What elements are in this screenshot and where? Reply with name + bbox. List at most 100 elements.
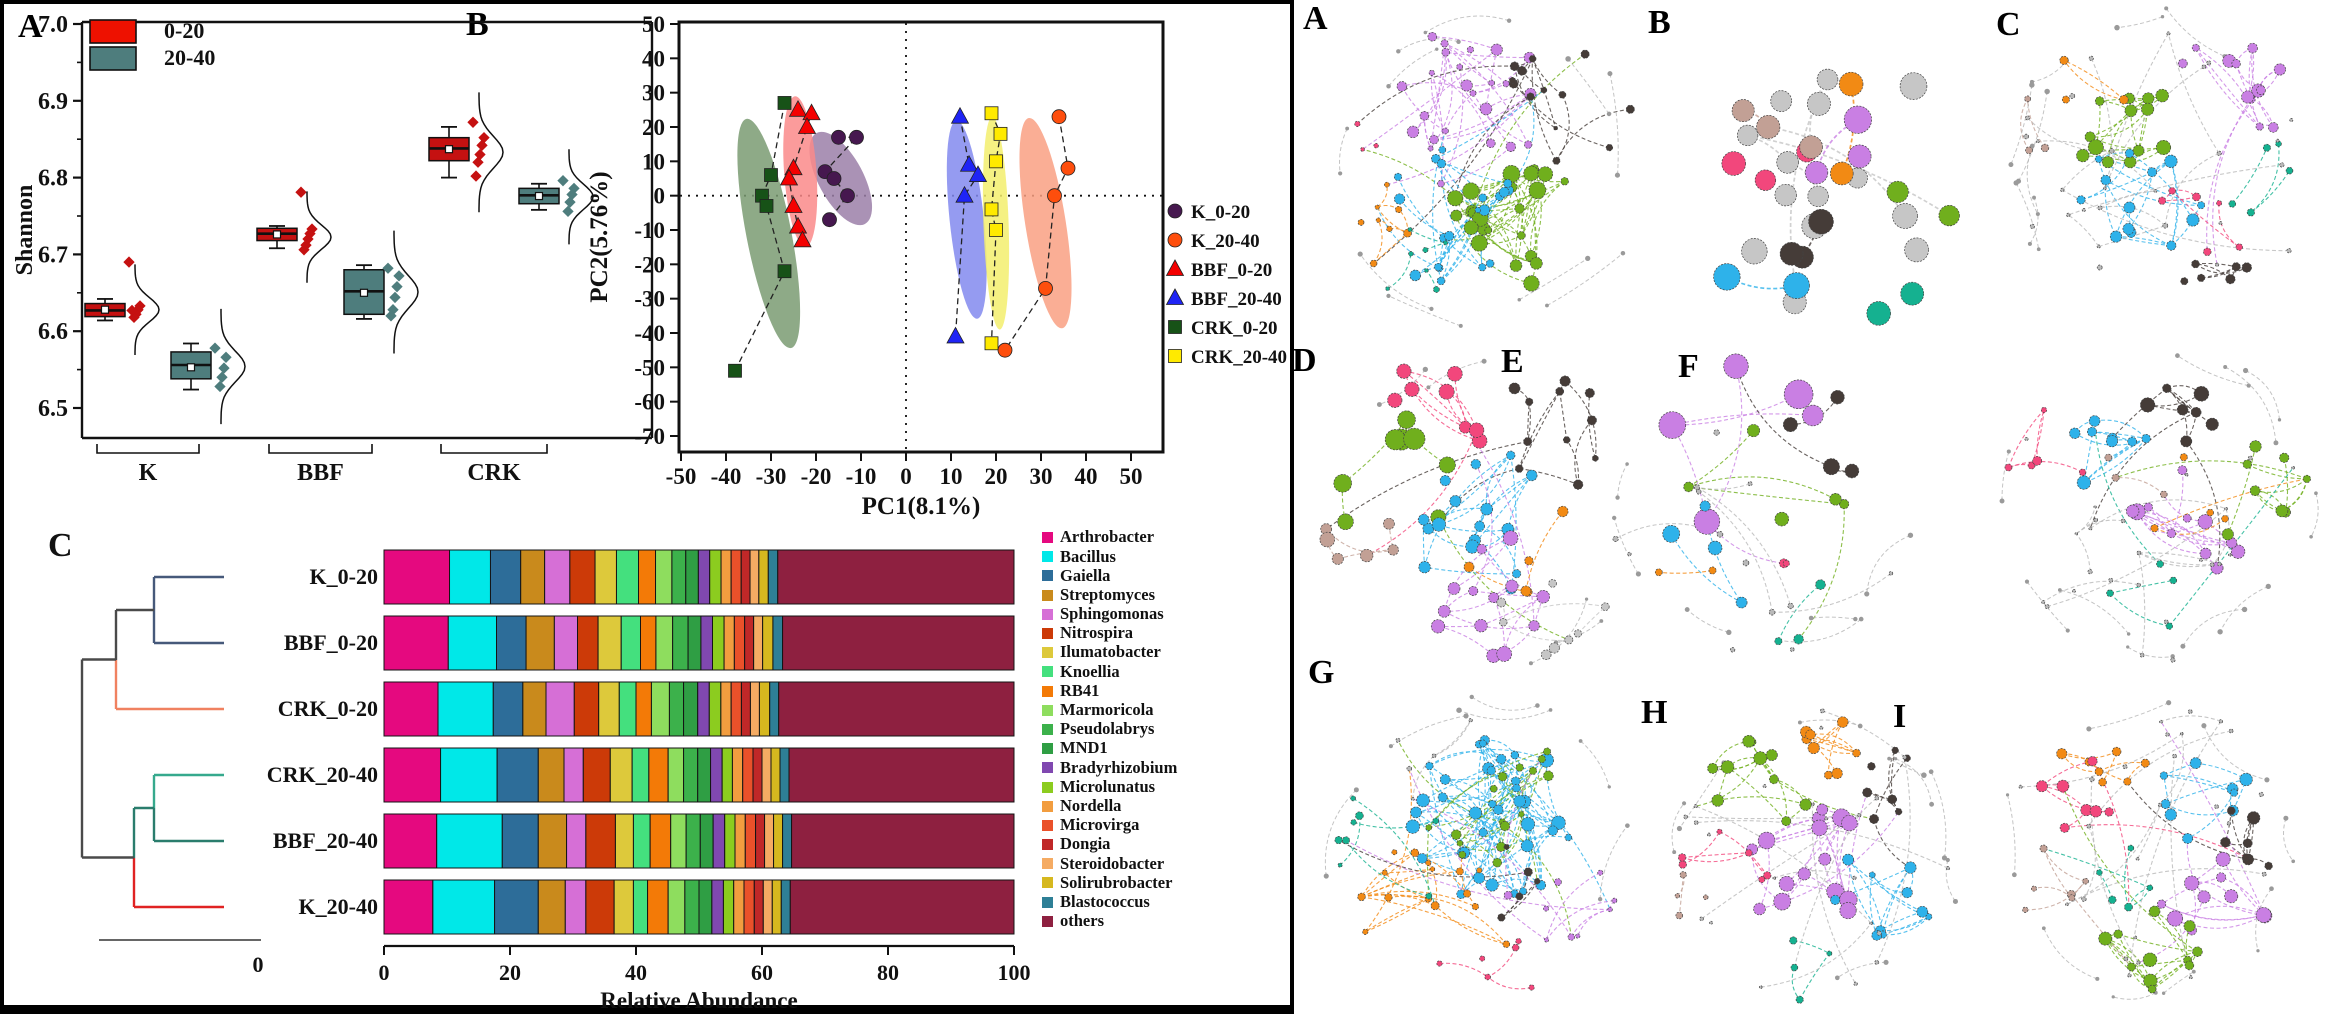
network-node xyxy=(1580,49,1590,59)
network-node xyxy=(1806,91,1831,116)
network-node xyxy=(1902,754,1907,760)
network-node xyxy=(2230,788,2239,797)
taxa-legend-name: Sphingomonas xyxy=(1060,604,1164,624)
network-node xyxy=(2166,240,2177,251)
bar-segment xyxy=(779,747,790,803)
network-edge xyxy=(2250,143,2280,213)
bar-segment xyxy=(501,813,539,869)
taxa-legend-name: Steroidobacter xyxy=(1060,853,1165,873)
bar-segment xyxy=(740,549,751,605)
network-node xyxy=(1713,429,1720,436)
network-edge xyxy=(1464,426,1535,626)
network-node xyxy=(2197,514,2213,530)
network-edge xyxy=(1811,616,1856,620)
network-edge xyxy=(1588,392,1596,459)
network-edge xyxy=(1325,441,1528,530)
network-edge xyxy=(1876,757,1911,963)
bar-segment xyxy=(632,879,649,935)
pca-point xyxy=(764,168,778,182)
network-node xyxy=(1682,801,1687,806)
bar-segment xyxy=(618,681,637,737)
network-node xyxy=(1869,921,1873,926)
network-edge xyxy=(1555,94,1570,162)
network-node xyxy=(1900,281,1925,306)
network-edge xyxy=(2163,494,2206,523)
network-node xyxy=(2221,528,2234,541)
network-node xyxy=(2166,31,2171,36)
density-curve xyxy=(220,308,246,425)
network-node xyxy=(2147,984,2157,994)
network-node xyxy=(1607,906,1613,913)
taxa-legend-item: RB41 xyxy=(1042,682,1177,701)
network-node xyxy=(1425,761,1434,771)
x-tick-label: 50 xyxy=(1120,464,1143,489)
network-node xyxy=(1479,102,1493,116)
network-node xyxy=(2170,657,2176,663)
bar-segment xyxy=(730,549,742,605)
network-node xyxy=(2225,274,2236,285)
network-node xyxy=(1807,741,1820,755)
network-edge xyxy=(1435,158,1508,184)
network-node xyxy=(2183,920,2196,933)
network-edge xyxy=(1777,618,1862,643)
network-node xyxy=(2261,871,2267,877)
network-node xyxy=(2126,504,2140,518)
network-node xyxy=(1429,306,1434,311)
group-label: CRK xyxy=(467,460,521,486)
network-node xyxy=(1515,938,1522,945)
network-node xyxy=(1545,303,1549,308)
network-edge xyxy=(2091,431,2147,440)
bar-segment xyxy=(566,813,587,869)
network-node xyxy=(1523,275,1540,292)
network-node xyxy=(2247,455,2253,461)
network-node xyxy=(1693,820,1699,825)
network-edge xyxy=(2018,91,2048,182)
network-edge xyxy=(1803,817,1842,875)
network-node xyxy=(1425,860,1432,866)
pca-point xyxy=(993,126,1008,141)
network-edge xyxy=(1880,916,1930,932)
network-node xyxy=(1447,582,1461,595)
network-edge xyxy=(1437,625,1494,657)
bar-segment xyxy=(668,681,685,737)
network-edge xyxy=(1376,206,1408,234)
network-node xyxy=(1869,814,1879,824)
network-node xyxy=(2157,899,2167,909)
network-edge xyxy=(2083,438,2147,484)
network-node xyxy=(2135,856,2140,861)
network-node xyxy=(1774,511,1790,527)
network-node xyxy=(2180,277,2189,286)
network-node xyxy=(1508,382,1521,395)
network-node xyxy=(2160,799,2171,809)
network-node xyxy=(1857,812,1862,818)
bar-segment xyxy=(734,813,746,869)
density-curve xyxy=(306,191,332,283)
pca-point xyxy=(849,129,864,145)
bar-segment xyxy=(537,879,566,935)
network-edge xyxy=(2222,859,2265,917)
network-node xyxy=(2182,833,2194,844)
network-node xyxy=(1410,848,1420,858)
bar-segment xyxy=(724,813,736,869)
network-node xyxy=(2283,815,2289,821)
network-node xyxy=(2024,436,2029,442)
pca-point xyxy=(759,199,774,213)
network-edge xyxy=(2062,785,2198,953)
network-node xyxy=(2076,195,2086,205)
network-node xyxy=(2040,406,2048,414)
network-node xyxy=(1852,875,1857,881)
x-tick-label: 20 xyxy=(985,464,1008,489)
network-edge xyxy=(1806,738,1857,754)
network-edge xyxy=(1747,134,1950,217)
network-edge xyxy=(2170,756,2192,978)
bar-segment xyxy=(496,615,527,671)
network-node xyxy=(2087,139,2104,156)
network-node xyxy=(2124,902,2133,912)
network-node xyxy=(1605,143,1614,152)
network-edge xyxy=(1520,174,1546,236)
network-edge xyxy=(1530,598,1588,664)
network-edge xyxy=(2164,152,2220,226)
network-node xyxy=(2023,133,2029,140)
network-node xyxy=(1916,905,1929,918)
network-edge xyxy=(1805,731,1857,754)
